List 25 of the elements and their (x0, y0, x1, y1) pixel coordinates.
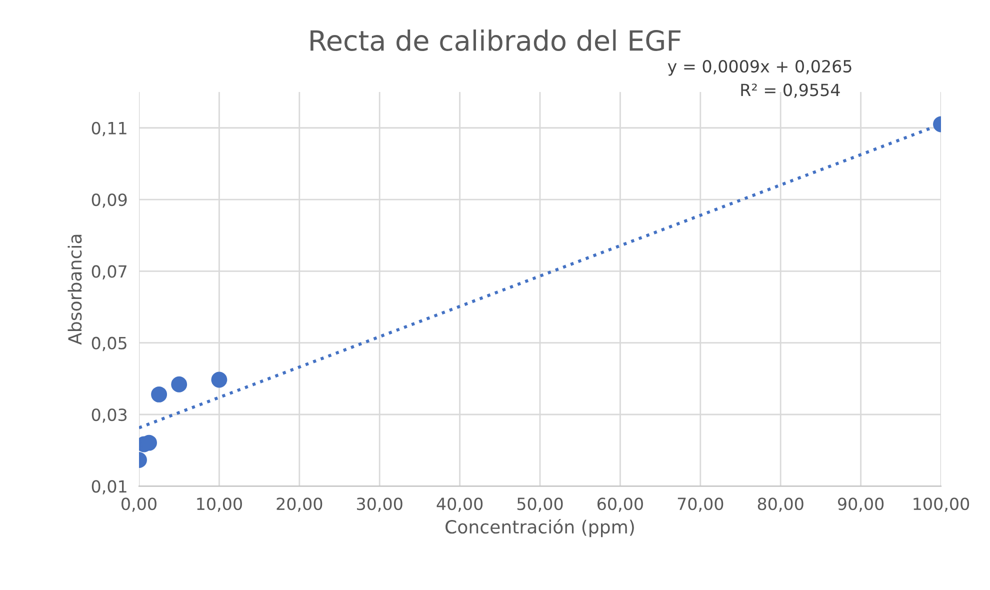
x-tick-label: 40,00 (436, 498, 483, 512)
x-tick-label: 80,00 (758, 498, 804, 512)
point (211, 372, 228, 388)
x-tick-label: 30,00 (357, 498, 402, 512)
text: y = 0,0009x + 0,0265 (668, 60, 852, 76)
chart-title: Recta de calibrado del EGF (310, 30, 681, 51)
x-tick-label: 0,00 (122, 498, 156, 512)
point (171, 376, 188, 392)
y-tick-label: 0,05 (92, 336, 126, 352)
y-tick-label: 0,11 (92, 122, 126, 136)
y-tick-label: 0,07 (92, 265, 126, 280)
point (151, 386, 168, 402)
x-tick-label: 60,00 (598, 498, 643, 512)
y-tick-label: 0,03 (92, 408, 127, 423)
x-tick-label: 50,00 (517, 498, 563, 512)
x-tick-label: 70,00 (678, 498, 724, 512)
y-tick-label: 0,09 (92, 193, 127, 208)
y-axis-title: Absorbancia (68, 234, 82, 345)
annotation: R² = 0,9554 (741, 84, 840, 98)
x-tick-label: 10,00 (197, 498, 242, 512)
x-tick-label: 100,00 (914, 498, 970, 512)
x-tick-label: 20,00 (276, 498, 322, 512)
x-tick-label: 90,00 (838, 498, 884, 512)
x-axis-title: Concentración (ppm) (446, 518, 634, 538)
y-tick-label: 0,01 (92, 480, 126, 494)
